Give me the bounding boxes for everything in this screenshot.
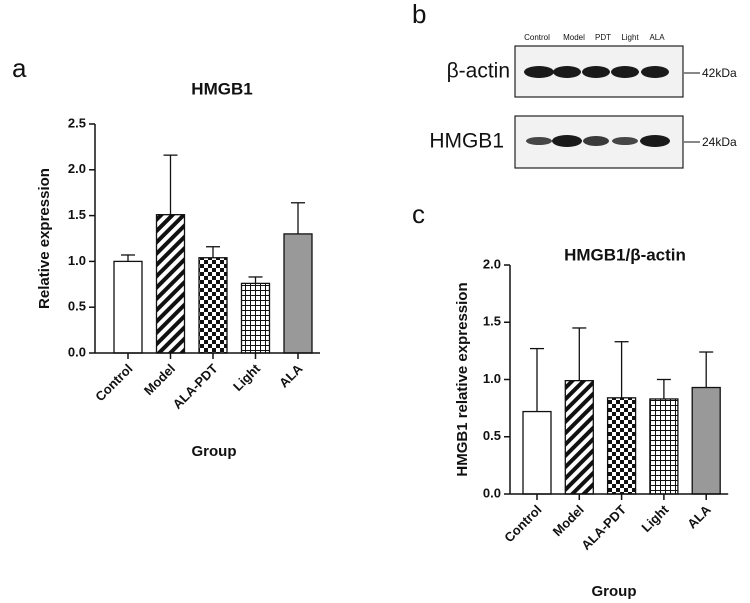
x-tick-label: Control [501, 502, 544, 545]
y-tick-label: 1.0 [483, 371, 501, 386]
y-tick-label: 1.0 [68, 253, 86, 268]
bar [155, 214, 186, 354]
x-tick-label: ALA-PDT [578, 502, 629, 553]
x-tick-label: ALA [276, 361, 306, 391]
x-tick-label: Control [92, 361, 135, 404]
y-tick-label: 2.0 [68, 161, 86, 176]
y-tick-label: 1.5 [483, 314, 501, 329]
lane-label: Light [621, 33, 639, 42]
y-tick-label: 2.0 [483, 256, 501, 271]
lane-label: PDT [595, 33, 611, 42]
panel-label: c [412, 199, 425, 229]
panel-label: a [12, 53, 27, 83]
y-tick-label: 0.5 [483, 428, 501, 443]
bar [691, 386, 721, 495]
blot: Control Model PDT Light ALA β-actin HMGB… [429, 33, 737, 169]
bar [564, 379, 594, 495]
x-axis-label: Group [192, 443, 237, 460]
x-tick-label: ALA-PDT [170, 361, 221, 412]
lane-label: Control [524, 33, 550, 42]
size-label: 42kDa [702, 66, 737, 80]
lane-label: ALA [649, 33, 665, 42]
x-tick-label: ALA [684, 502, 714, 532]
x-tick-label: Model [141, 361, 178, 398]
chart-title: HMGB1 [191, 79, 252, 98]
bar [240, 282, 271, 354]
y-tick-label: 0.5 [68, 299, 86, 314]
x-tick-label: Model [550, 502, 587, 539]
blot-row-label: β-actin [447, 60, 510, 83]
y-tick-label: 0.0 [483, 485, 501, 500]
size-label: 24kDa [702, 135, 737, 149]
bar [649, 398, 679, 495]
lane-label: Model [563, 33, 585, 42]
bands [524, 66, 670, 147]
bar [198, 257, 228, 354]
x-tick-label: Light [230, 360, 264, 394]
chart-title: HMGB1/β-actin [564, 245, 686, 264]
y-axis-label: Relative expression [36, 168, 53, 309]
y-tick-label: 1.5 [68, 207, 86, 222]
bar [606, 397, 637, 495]
panel-label: b [412, 0, 426, 29]
y-axis-label: HMGB1 relative expression [454, 282, 471, 476]
x-tick-label: Light [638, 501, 672, 535]
bar [113, 260, 143, 354]
y-tick-label: 0.0 [68, 344, 86, 359]
bar [522, 410, 552, 495]
bar [283, 233, 313, 354]
blot-row-label: HMGB1 [429, 130, 504, 153]
y-tick-label: 2.5 [68, 115, 86, 130]
x-axis-label: Group [592, 583, 637, 600]
